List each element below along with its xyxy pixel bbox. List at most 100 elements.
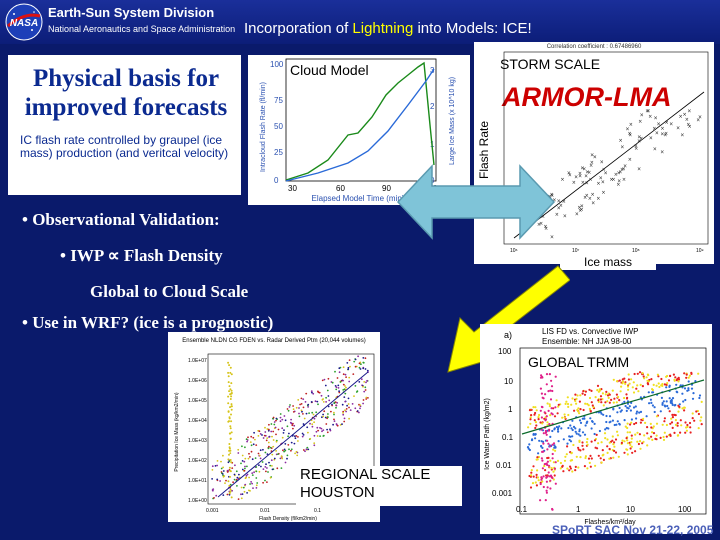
scatter-point: [630, 445, 633, 448]
scatter-point: ×: [600, 160, 604, 166]
scatter-point: [652, 432, 656, 435]
scatter-point: [271, 435, 273, 438]
scatter-point: [302, 398, 305, 400]
scatter-point: [542, 485, 545, 489]
bullet-wrf: • Use in WRF? (ice is a prognostic): [22, 313, 274, 332]
scatter-point: [252, 487, 254, 489]
scatter-point: [244, 446, 246, 449]
scatter-point: [611, 419, 614, 422]
scatter-point: [317, 429, 319, 432]
scatter-point: ×: [552, 198, 556, 204]
scatter-point: [602, 458, 605, 461]
scatter-point: [545, 462, 548, 465]
scatter-point: [279, 413, 282, 415]
scatter-point: [304, 450, 306, 453]
scatter-point: [595, 433, 598, 436]
scatter-point: [698, 396, 701, 400]
scatter-point: [220, 460, 222, 463]
scatter-point: [547, 471, 550, 474]
scatter-point: [579, 394, 582, 397]
scatter-point: [323, 378, 326, 381]
scatter-point: ×: [601, 190, 605, 196]
global-fit-line: [521, 379, 705, 435]
scatter-point: [365, 398, 368, 400]
scatter-point: [630, 434, 633, 437]
scatter-point: [577, 407, 580, 410]
scatter-point: [258, 454, 261, 457]
scatter-point: [557, 440, 560, 443]
scatter-point: ×: [622, 166, 626, 172]
scatter-point: [536, 469, 539, 472]
scatter-point: [313, 442, 316, 445]
scatter-point: ×: [663, 133, 667, 139]
scatter-point: [632, 381, 635, 384]
regional-title: Ensemble NLDN CG FDEN vs. Radar Derived …: [182, 338, 365, 344]
scatter-point: [567, 405, 570, 408]
scatter-point: [620, 441, 623, 444]
scatter-point: [546, 460, 549, 463]
scatter-point: [327, 395, 330, 397]
scatter-point: ×: [617, 171, 621, 177]
scatter-point: ×: [575, 211, 579, 217]
global-ytick: 0.001: [492, 489, 513, 498]
scatter-point: [216, 464, 218, 467]
scatter-point: [229, 437, 232, 440]
scatter-point: [665, 423, 668, 427]
scatter-point: [339, 381, 342, 383]
scatter-point: [321, 379, 324, 382]
scatter-point: [579, 456, 582, 459]
scatter-point: [230, 408, 233, 411]
scatter-point: [594, 396, 597, 399]
scatter-point: [691, 397, 695, 400]
scatter-point: [283, 450, 285, 453]
scatter-point: ×: [591, 201, 595, 207]
scatter-point: [532, 433, 535, 436]
regional-xlabel: Flash Density (fl/km2/min): [259, 516, 317, 522]
scatter-point: [538, 439, 541, 442]
scatter-point: [650, 378, 653, 381]
scatter-point: [590, 401, 593, 404]
scatter-point: [289, 404, 291, 406]
scatter-point: [528, 448, 531, 452]
scatter-point: [579, 408, 582, 411]
scatter-point: [569, 467, 572, 470]
scatter-point: [564, 455, 567, 458]
scatter-point: [685, 426, 688, 429]
scatter-point: [232, 481, 234, 484]
regional-ytick: 1.0E+04: [188, 418, 207, 424]
scatter-point: ×: [560, 177, 564, 183]
scatter-point: [324, 416, 327, 419]
panel-heading: Physical basis for improved forecasts: [10, 64, 242, 122]
scatter-point: [662, 400, 665, 403]
scatter-point: [661, 423, 664, 426]
scatter-point: [343, 388, 346, 391]
regional-ytick: 1.0E+07: [188, 358, 207, 364]
scatter-point: [550, 467, 553, 470]
scatter-point: [358, 362, 361, 365]
scatter-point: [530, 471, 533, 474]
scatter-point: [531, 482, 535, 485]
scatter-point: [322, 435, 325, 437]
panel-body: IC flash rate controlled by graupel (ice…: [20, 133, 229, 160]
scatter-point: [620, 409, 623, 412]
scatter-point: [677, 380, 680, 383]
scatter-point: [251, 474, 254, 476]
cloud-ylabel-right: Large Ice Mass (x 10^10 kg): [449, 77, 456, 165]
scatter-point: [571, 397, 574, 400]
scatter-point: [300, 409, 303, 412]
scatter-point: [616, 430, 619, 433]
scatter-point: [554, 461, 557, 464]
scatter-point: [230, 389, 233, 392]
scatter-point: [227, 480, 230, 483]
scatter-point: [541, 446, 544, 449]
scatter-point: [531, 438, 534, 441]
scatter-point: [315, 411, 318, 414]
scatter-point: [668, 410, 671, 413]
scatter-point: [362, 402, 364, 405]
global-trmm-plot: a) LIS FD vs. Convective IWP Ensemble: N…: [480, 324, 712, 534]
scatter-point: [540, 428, 543, 431]
scatter-point: [292, 411, 295, 413]
scatter-point: [250, 481, 252, 483]
scatter-point: [287, 444, 290, 446]
scatter-point: [244, 477, 247, 480]
